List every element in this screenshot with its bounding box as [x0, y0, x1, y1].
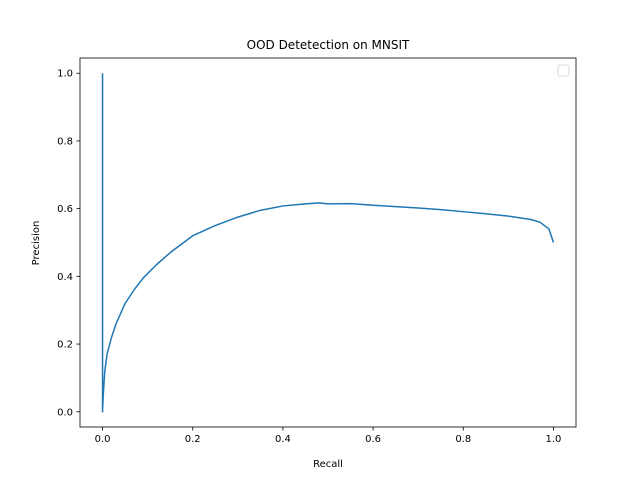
x-tick-label: 0.4 [275, 434, 291, 445]
y-tick-label: 0.8 [57, 136, 73, 147]
y-tick-label: 0.0 [57, 407, 73, 418]
axis-ticks: 0.0 0.2 0.4 0.6 0.8 1.0 0.0 0.2 0.4 0.6 0.8 1.0 [57, 69, 561, 445]
y-tick-label: 0.6 [57, 204, 73, 215]
x-axis-label: Recall [313, 459, 343, 470]
plot-frame [79, 57, 577, 428]
y-tick-label: 1.0 [57, 69, 73, 80]
y-tick-label: 0.4 [57, 272, 73, 283]
x-tick-label: 0.8 [455, 434, 471, 445]
chart-title: OOD Detetection on MNSIT [247, 38, 410, 52]
y-tick-label: 0.2 [57, 340, 73, 351]
x-tick-label: 0.2 [185, 434, 201, 445]
legend [557, 64, 570, 77]
y-axis-label: Precision [31, 221, 42, 266]
legend-box [557, 64, 570, 77]
series-line-0 [101, 73, 555, 413]
x-tick-label: 1.0 [546, 434, 562, 445]
x-tick-label: 0.6 [365, 434, 381, 445]
plot-area [101, 73, 555, 413]
x-tick-label: 0.0 [95, 434, 111, 445]
